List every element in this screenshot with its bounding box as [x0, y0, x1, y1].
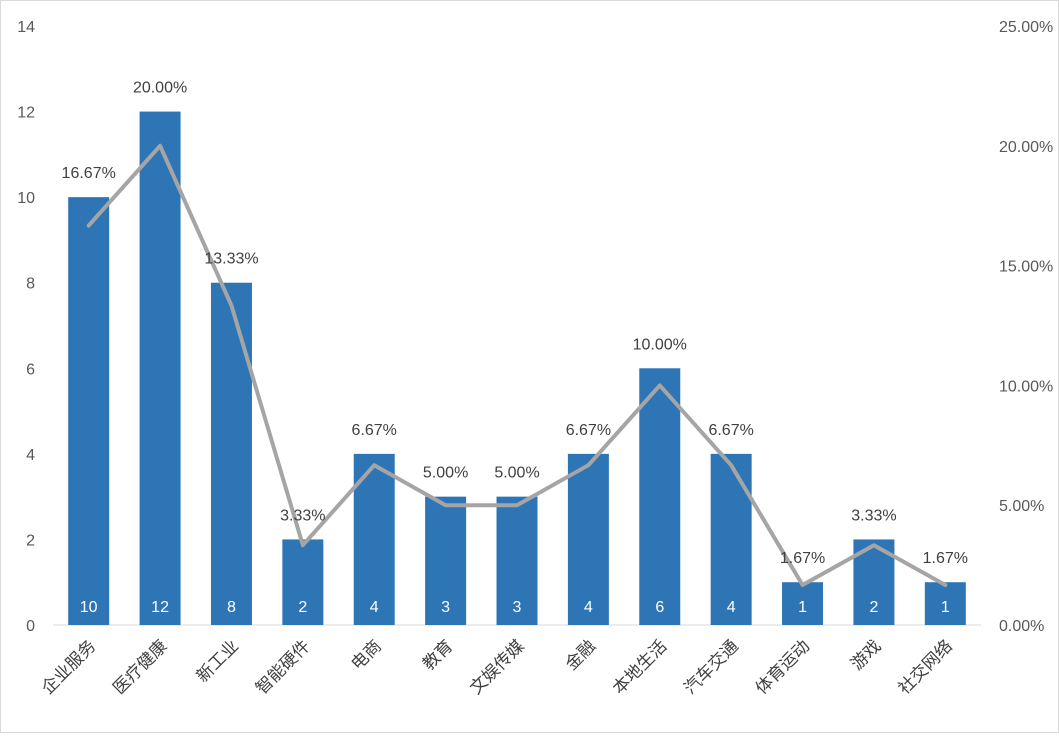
y-right-tick-label: 15.00%	[999, 259, 1053, 276]
y-left-tick-label: 0	[26, 618, 35, 635]
y-right-tick-label: 20.00%	[999, 139, 1053, 156]
y-left-tick-label: 14	[17, 19, 35, 36]
y-right-tick-label: 0.00%	[999, 618, 1044, 635]
y-left-tick-label: 12	[17, 105, 35, 122]
x-category-label: 游戏	[847, 636, 884, 673]
bar-value-label: 3	[513, 599, 522, 616]
y-left-tick-label: 10	[17, 190, 35, 207]
bar-value-label: 2	[298, 599, 307, 616]
bar	[282, 539, 324, 625]
percentage-label: 1.67%	[923, 550, 968, 567]
bar	[639, 368, 681, 625]
x-category-label: 医疗健康	[109, 636, 171, 698]
x-category-label: 社交网络	[895, 636, 957, 698]
x-category-label: 本地生活	[609, 636, 671, 698]
percentage-label: 13.33%	[204, 251, 258, 268]
x-category-label: 汽车交通	[680, 636, 742, 698]
bar	[68, 197, 110, 625]
y-right-tick-label: 25.00%	[999, 19, 1053, 36]
percentage-label: 6.67%	[352, 422, 397, 439]
x-category-label: 企业服务	[38, 636, 100, 698]
bar-value-label: 12	[151, 599, 169, 616]
bar	[425, 496, 467, 625]
line-layer	[86, 143, 948, 587]
percentage-line	[86, 143, 948, 587]
x-category-label: 智能硬件	[252, 636, 314, 698]
bar-value-label: 1	[798, 599, 807, 616]
percentage-label: 1.67%	[780, 550, 825, 567]
percentage-label: 10.00%	[633, 336, 687, 353]
bar-value-label: 6	[655, 599, 664, 616]
bar	[139, 111, 181, 626]
percentage-label: 6.67%	[566, 422, 611, 439]
bar	[924, 582, 966, 625]
bar-value-label: 10	[80, 599, 98, 616]
x-category-label: 教育	[419, 636, 456, 673]
bar	[496, 496, 538, 625]
percentage-label: 16.67%	[62, 165, 116, 182]
bar-value-label: 1	[941, 599, 950, 616]
percentage-label: 20.00%	[133, 80, 187, 97]
bar	[710, 453, 752, 625]
bar-value-label: 2	[869, 599, 878, 616]
bar-value-label: 4	[584, 599, 593, 616]
y-left-tick-label: 8	[26, 276, 35, 293]
y-left-tick-label: 6	[26, 361, 35, 378]
percentage-label: 3.33%	[851, 507, 896, 524]
percentage-label: 5.00%	[494, 465, 539, 482]
percentage-label: 3.33%	[280, 507, 325, 524]
y-right-tick-label: 10.00%	[999, 378, 1053, 395]
x-category-label: 电商	[348, 636, 385, 673]
x-category-label: 金融	[562, 636, 599, 673]
bar	[210, 282, 252, 625]
bars-layer	[68, 111, 966, 626]
y-left-tick-label: 2	[26, 532, 35, 549]
x-category-label: 新工业	[193, 636, 242, 685]
y-right-tick-label: 5.00%	[999, 498, 1044, 515]
labels-layer: 10 12 8 2 4 3 3 4 6 4 1 2 116.67%20.00%13.33%3.33%6.…	[62, 80, 968, 616]
bar	[567, 453, 609, 625]
x-category-label: 文娱传媒	[466, 636, 528, 698]
bar-value-label: 3	[441, 599, 450, 616]
x-category-label: 体育运动	[752, 636, 814, 698]
y-left-tick-label: 4	[26, 447, 35, 464]
bar-value-label: 8	[227, 599, 236, 616]
bar	[782, 582, 824, 625]
bar-value-label: 4	[727, 599, 736, 616]
percentage-label: 5.00%	[423, 465, 468, 482]
percentage-label: 6.67%	[708, 422, 753, 439]
bar-value-label: 4	[370, 599, 379, 616]
